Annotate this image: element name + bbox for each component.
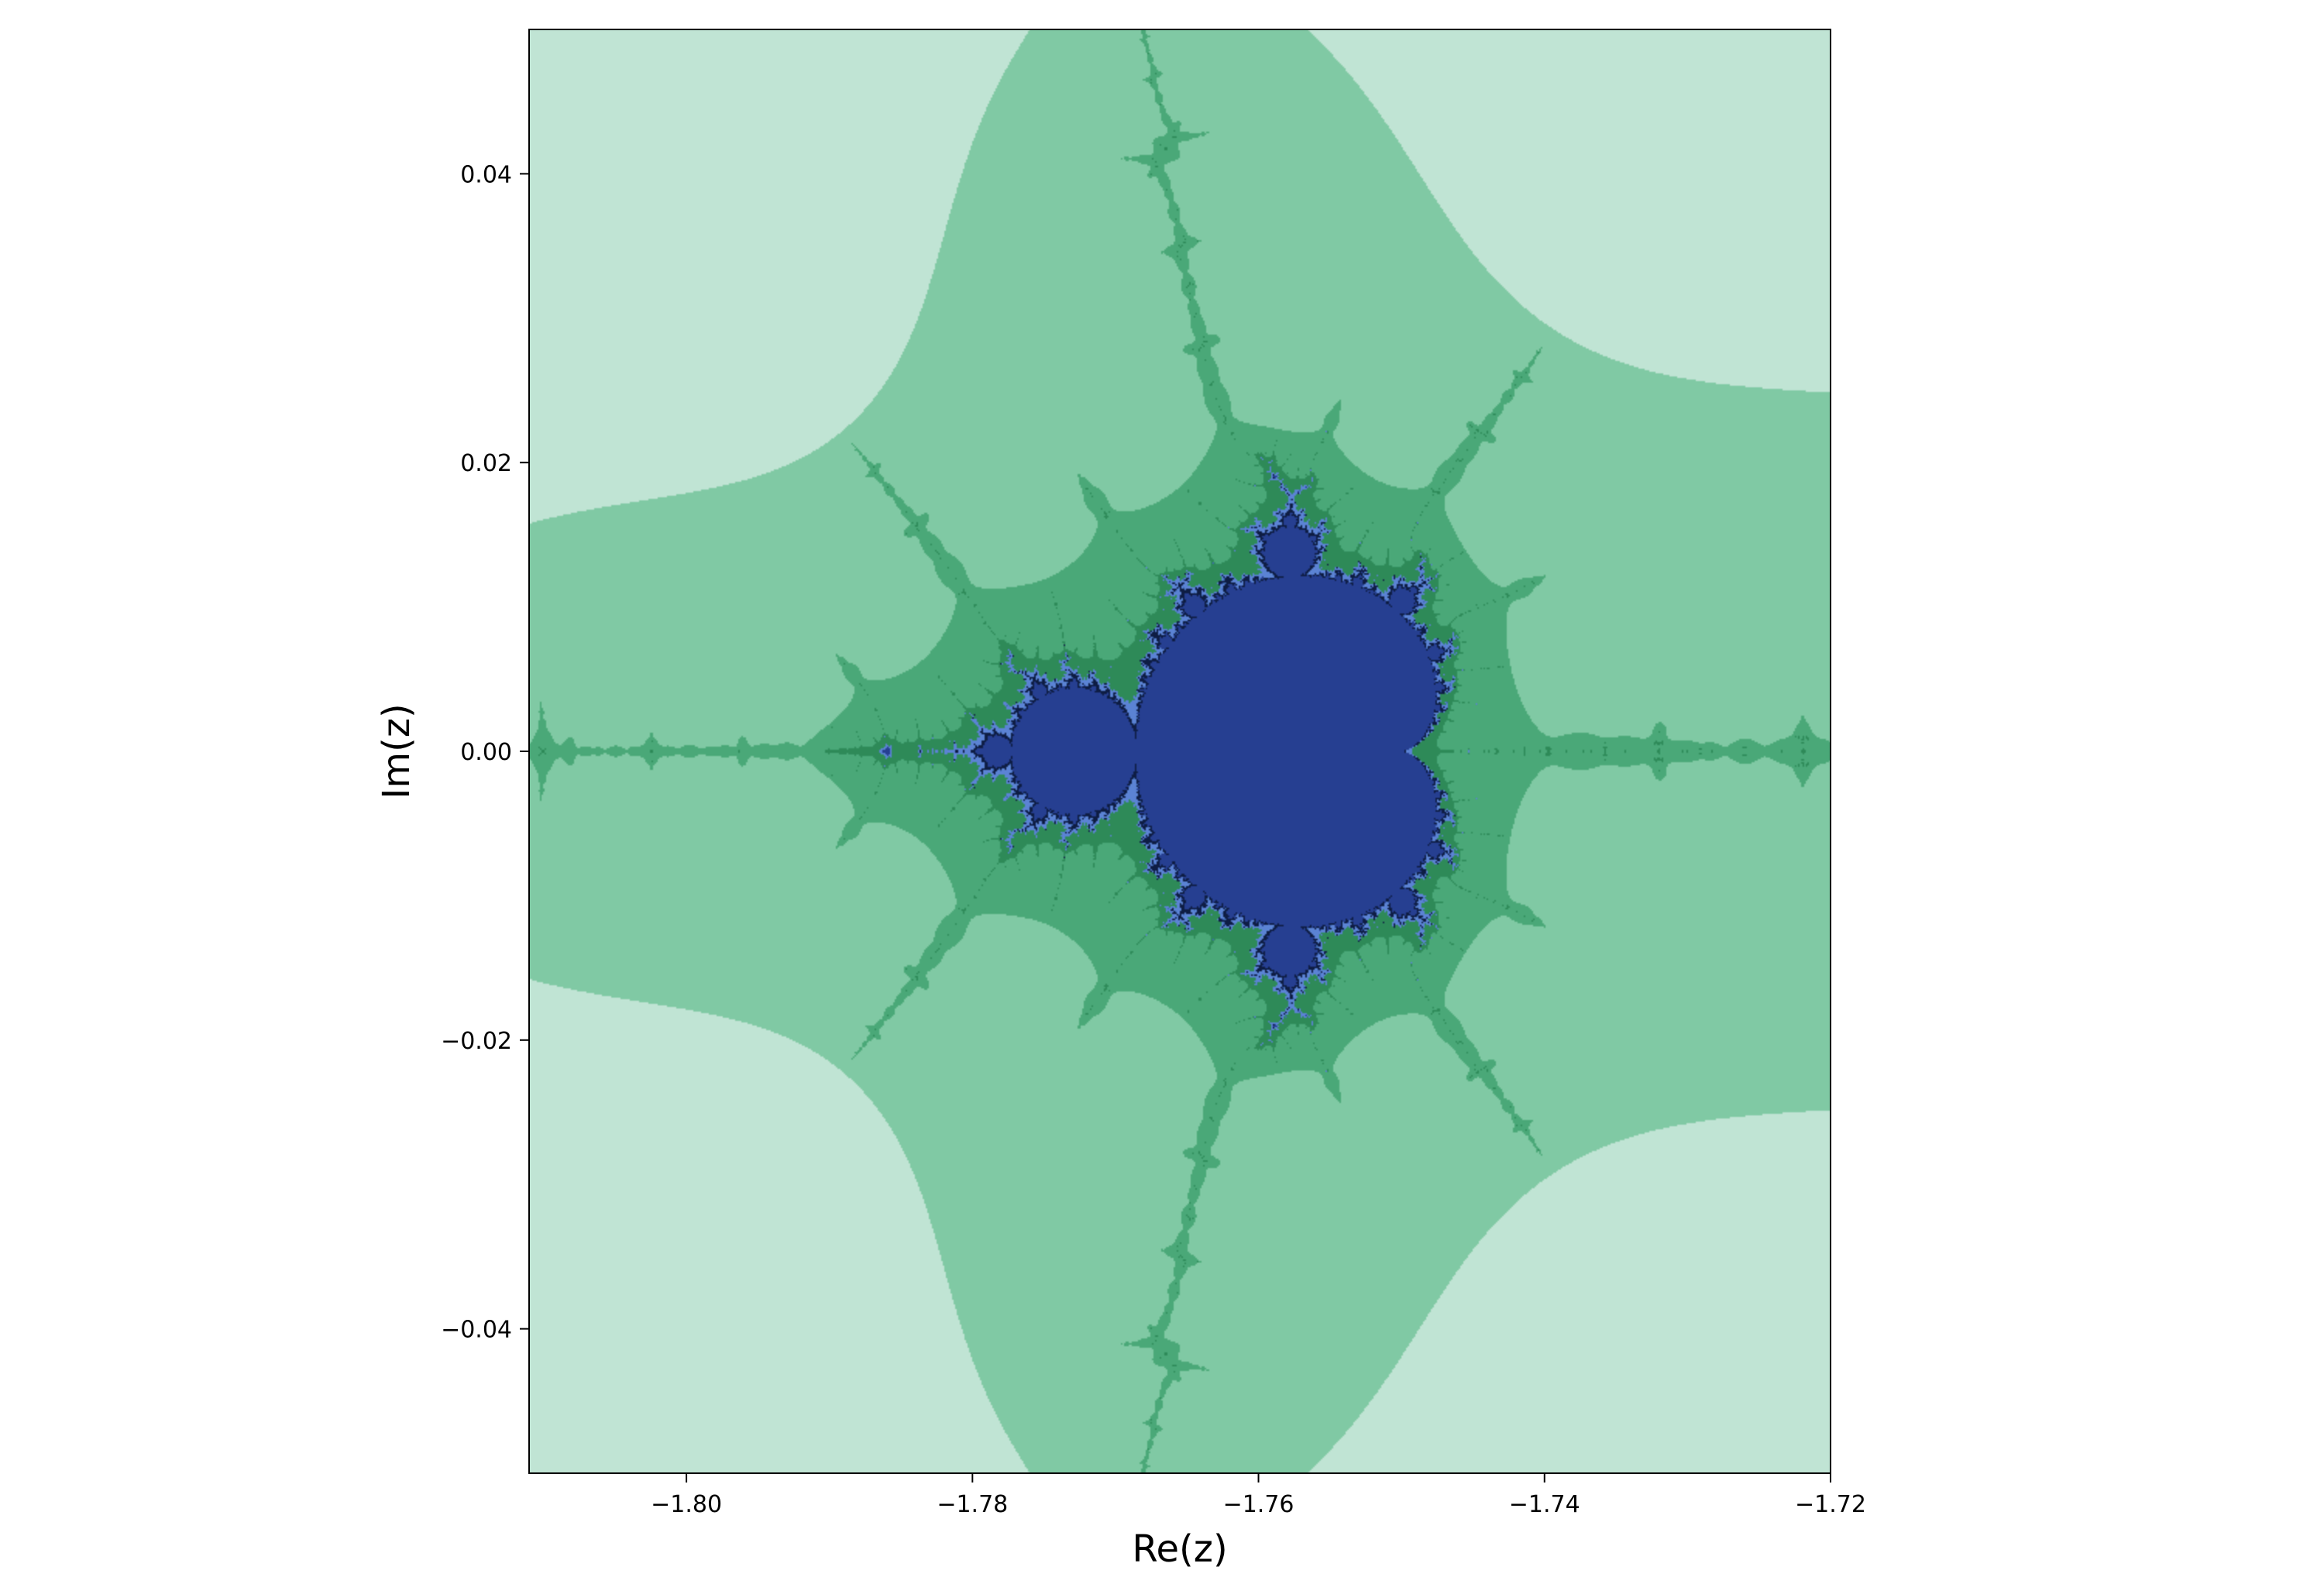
- y-axis-label: Im(z): [375, 703, 418, 799]
- y-tick-label: 0.00: [460, 739, 512, 766]
- x-tick-label: −1.74: [1509, 1491, 1580, 1518]
- y-tick-label: −0.04: [441, 1317, 512, 1344]
- fractal-heatmap: [529, 29, 1831, 1473]
- y-axis: 0.04 0.02 0.00 −0.02 −0.04: [441, 161, 529, 1344]
- plot-area: [529, 29, 1831, 1473]
- y-tick-label: 0.04: [460, 161, 512, 188]
- x-tick-label: −1.72: [1795, 1491, 1866, 1518]
- x-axis-label: Re(z): [1132, 1527, 1227, 1571]
- x-tick-label: −1.76: [1223, 1491, 1294, 1518]
- x-tick-label: −1.80: [651, 1491, 722, 1518]
- y-tick-label: 0.02: [460, 450, 512, 477]
- x-axis: −1.80 −1.78 −1.76 −1.74 −1.72: [651, 1473, 1866, 1518]
- x-tick-label: −1.78: [937, 1491, 1008, 1518]
- y-tick-label: −0.02: [441, 1028, 512, 1055]
